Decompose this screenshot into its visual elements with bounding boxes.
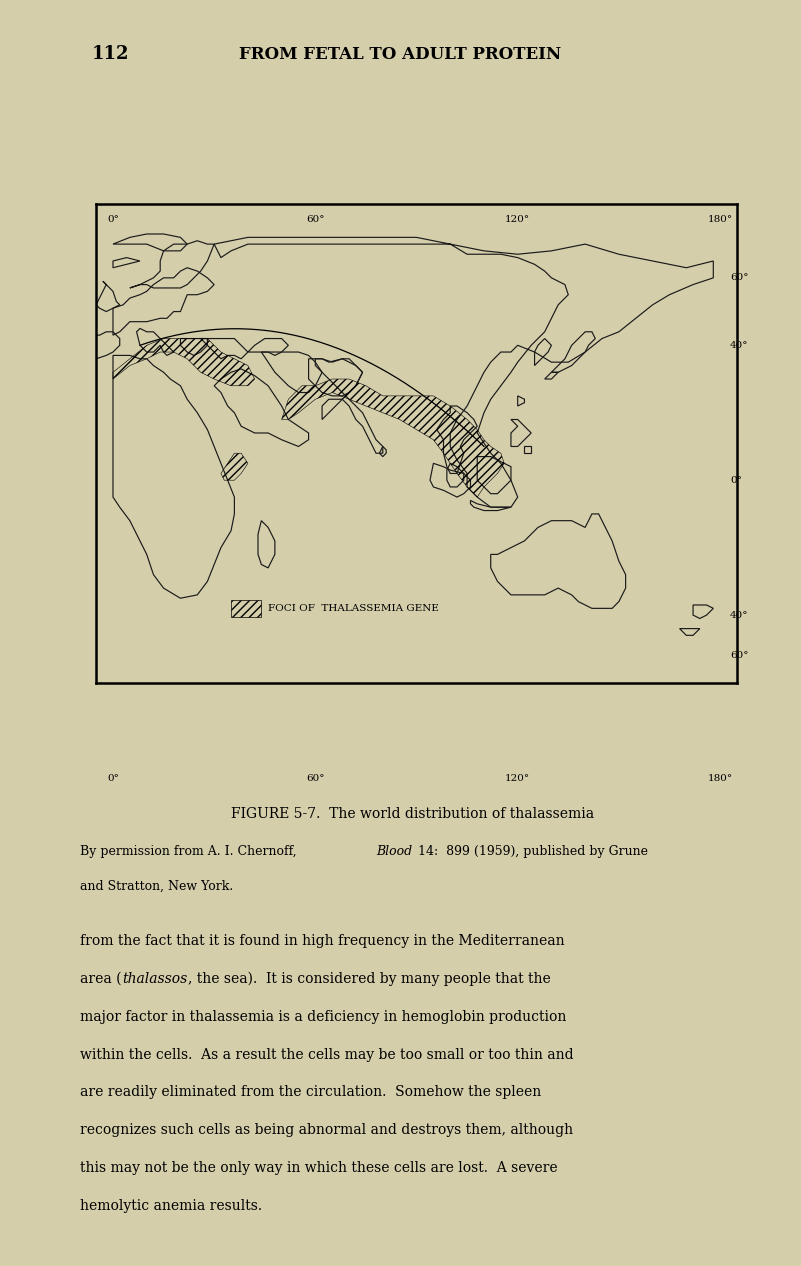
Text: from the fact that it is found in high frequency in the Mediterranean: from the fact that it is found in high f… [80,934,565,948]
Text: 40°: 40° [731,610,749,619]
Text: FOCI OF  THALASSEMIA GENE: FOCI OF THALASSEMIA GENE [268,604,439,613]
Text: , the sea).  It is considered by many people that the: , the sea). It is considered by many peo… [187,972,550,986]
Text: and Stratton, New York.: and Stratton, New York. [80,880,233,893]
Bar [231,600,261,617]
Text: 60°: 60° [731,273,749,282]
Text: 0°: 0° [107,774,119,782]
Text: Blood: Blood [376,846,412,858]
Text: area (: area ( [80,972,122,986]
Text: 60°: 60° [731,651,749,660]
Text: 40°: 40° [731,341,749,349]
Text: hemolytic anemia results.: hemolytic anemia results. [80,1199,262,1213]
Text: 60°: 60° [306,774,324,782]
Text: 0°: 0° [107,215,119,224]
Text: thalassos: thalassos [123,972,188,986]
Text: major factor in thalassemia is a deficiency in hemoglobin production: major factor in thalassemia is a deficie… [80,1010,566,1024]
Text: are readily eliminated from the circulation.  Somehow the spleen: are readily eliminated from the circulat… [80,1085,541,1099]
Text: FIGURE 5-7.  The world distribution of thalassemia: FIGURE 5-7. The world distribution of th… [231,806,594,820]
Text: 180°: 180° [707,774,733,782]
Text: this may not be the only way in which these cells are lost.  A severe: this may not be the only way in which th… [80,1161,557,1175]
Text: recognizes such cells as being abnormal and destroys them, although: recognizes such cells as being abnormal … [80,1123,574,1137]
Text: 14:  899 (1959), published by Grune: 14: 899 (1959), published by Grune [414,846,648,858]
Text: 0°: 0° [731,476,742,485]
Text: 180°: 180° [707,215,733,224]
Text: 120°: 120° [505,215,530,224]
Text: FROM FETAL TO ADULT PROTEIN: FROM FETAL TO ADULT PROTEIN [239,46,562,63]
Text: within the cells.  As a result the cells may be too small or too thin and: within the cells. As a result the cells … [80,1048,574,1062]
Text: 120°: 120° [505,774,530,782]
Text: By permission from A. I. Chernoff,: By permission from A. I. Chernoff, [80,846,300,858]
Text: 60°: 60° [306,215,324,224]
Text: 112: 112 [92,46,130,63]
